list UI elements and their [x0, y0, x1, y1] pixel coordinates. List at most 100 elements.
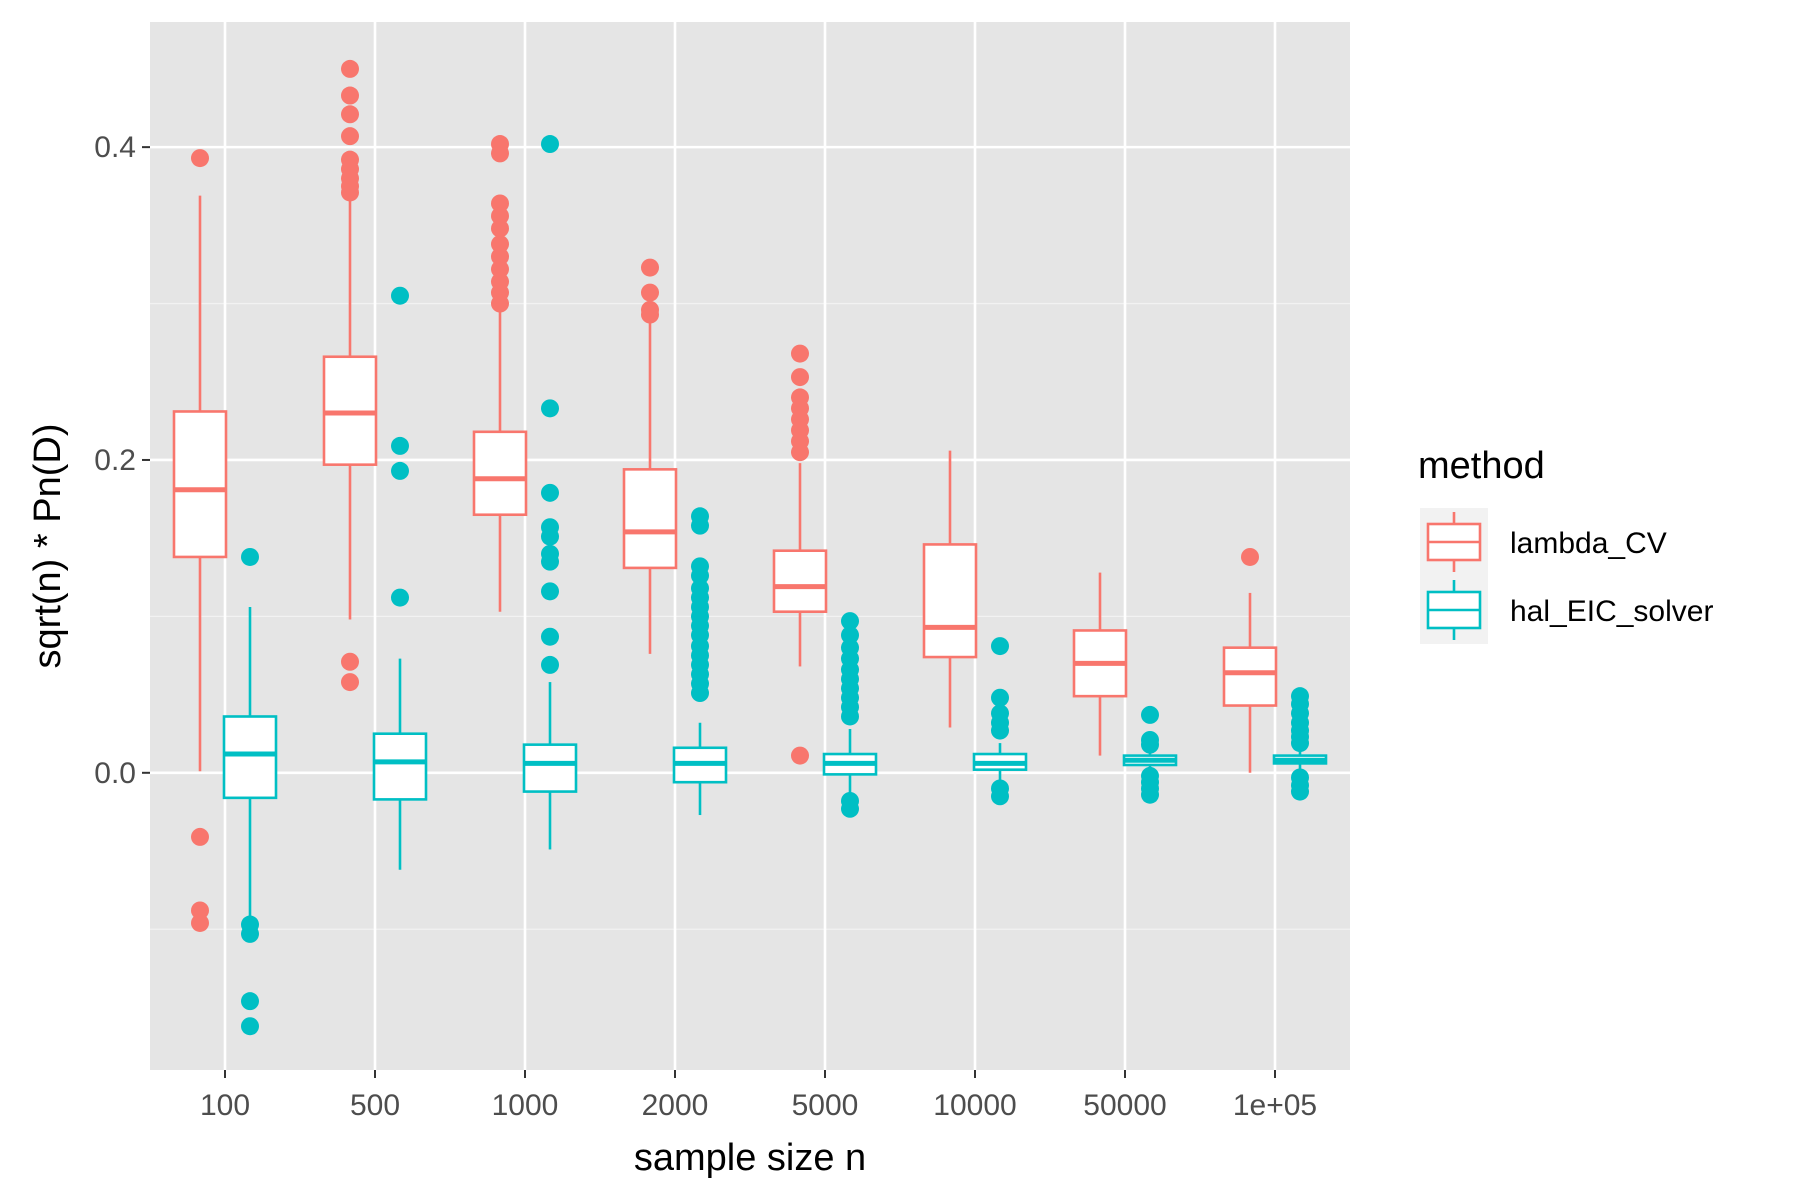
- outlier-point: [641, 258, 659, 277]
- box-iqr: [622, 468, 678, 570]
- outlier-point: [541, 552, 559, 571]
- box-iqr: [372, 732, 428, 801]
- outlier-point: [241, 992, 259, 1011]
- outlier-point: [191, 827, 209, 846]
- outlier-point: [241, 924, 259, 943]
- outlier-point: [991, 637, 1009, 656]
- outlier-point: [491, 144, 509, 163]
- outlier-point: [841, 799, 859, 818]
- outlier-point: [191, 149, 209, 168]
- outlier-point: [641, 305, 659, 324]
- outlier-point: [841, 626, 859, 645]
- outlier-point: [541, 655, 559, 674]
- box-iqr: [772, 549, 828, 613]
- outlier-point: [341, 127, 359, 146]
- box-lambda_CV-500: [322, 59, 378, 692]
- outlier-point: [991, 688, 1009, 707]
- x-tick-label: 100: [200, 1089, 250, 1122]
- outlier-point: [341, 652, 359, 671]
- x-axis: 100 500 1000 2000 5000 10000 50000 1e+05: [200, 1070, 1317, 1122]
- box-lambda_CV-100: [172, 149, 228, 932]
- outlier-point: [1141, 705, 1159, 724]
- x-tick-label: 5000: [792, 1089, 859, 1122]
- box-lambda_CV-2000: [622, 258, 678, 654]
- x-tick-label: 2000: [642, 1089, 709, 1122]
- box-lambda_CV-50000: [1072, 572, 1128, 756]
- outlier-point: [1141, 735, 1159, 754]
- outlier-point: [391, 436, 409, 455]
- y-tick-label: 0.4: [94, 131, 136, 164]
- outlier-point: [791, 344, 809, 363]
- legend: method lambda_CV hal_EIC_solver: [1418, 445, 1713, 644]
- box-layer: [172, 59, 1328, 1036]
- outlier-point: [541, 527, 559, 546]
- outlier-point: [1241, 547, 1259, 566]
- x-tick-label: 50000: [1083, 1089, 1166, 1122]
- outlier-point: [391, 461, 409, 480]
- outlier-point: [491, 260, 509, 279]
- outlier-point: [791, 746, 809, 765]
- outlier-point: [691, 684, 709, 703]
- y-tick-label: 0.0: [94, 757, 136, 790]
- outlier-point: [491, 247, 509, 266]
- outlier-point: [491, 206, 509, 225]
- y-tick-label: 0.2: [94, 444, 136, 477]
- legend-entry-lambda_CV: lambda_CV: [1420, 508, 1667, 576]
- outlier-point: [1291, 782, 1309, 801]
- outlier-point: [641, 283, 659, 302]
- box-lambda_CV-1000: [472, 135, 528, 612]
- box-iqr: [222, 715, 278, 800]
- outlier-point: [541, 582, 559, 601]
- legend-title: method: [1418, 445, 1545, 487]
- outlier-point: [991, 721, 1009, 740]
- grid-lines: [150, 22, 1350, 1070]
- y-axis-title: sqrt(n) * Pn(D): [27, 424, 69, 669]
- box-hal_EIC_solver-50000: [1122, 705, 1178, 804]
- x-tick-label: 500: [350, 1089, 400, 1122]
- outlier-point: [191, 913, 209, 932]
- outlier-point: [241, 547, 259, 566]
- outlier-point: [341, 86, 359, 105]
- legend-label: lambda_CV: [1510, 527, 1667, 560]
- box-lambda_CV-10000: [922, 450, 978, 728]
- x-axis-title: sample size n: [634, 1137, 866, 1179]
- box-hal_EIC_solver-500: [372, 286, 428, 870]
- outlier-point: [1291, 734, 1309, 753]
- outlier-point: [691, 516, 709, 535]
- outlier-point: [841, 612, 859, 631]
- x-tick-label: 1000: [492, 1089, 559, 1122]
- legend-label: hal_EIC_solver: [1510, 595, 1713, 628]
- outlier-point: [391, 588, 409, 607]
- box-iqr: [522, 743, 578, 793]
- box-hal_EIC_solver-10000: [972, 637, 1028, 806]
- outlier-point: [391, 286, 409, 305]
- outlier-point: [491, 294, 509, 313]
- box-lambda_CV-1e+05: [1222, 547, 1278, 773]
- outlier-point: [491, 235, 509, 254]
- outlier-point: [691, 566, 709, 585]
- outlier-point: [1141, 785, 1159, 804]
- box-hal_EIC_solver-5000: [822, 612, 878, 818]
- box-hal_EIC_solver-100: [222, 547, 278, 1036]
- outlier-point: [491, 219, 509, 238]
- outlier-point: [341, 105, 359, 124]
- legend-entry-hal_EIC_solver: hal_EIC_solver: [1420, 576, 1713, 644]
- box-iqr: [172, 410, 228, 559]
- outlier-point: [241, 1017, 259, 1036]
- outlier-point: [541, 399, 559, 418]
- x-tick-label: 10000: [933, 1089, 1016, 1122]
- y-axis: 0.0 0.2 0.4: [94, 131, 150, 790]
- box-hal_EIC_solver-1000: [522, 135, 578, 850]
- box-hal_EIC_solver-2000: [672, 507, 728, 816]
- box-iqr: [1222, 646, 1278, 707]
- box-lambda_CV-5000: [772, 344, 828, 765]
- outlier-point: [191, 901, 209, 920]
- box-iqr: [472, 430, 528, 517]
- outlier-point: [541, 483, 559, 502]
- outlier-point: [541, 135, 559, 154]
- outlier-point: [991, 787, 1009, 806]
- outlier-point: [841, 707, 859, 726]
- outlier-point: [341, 183, 359, 202]
- outlier-point: [341, 59, 359, 78]
